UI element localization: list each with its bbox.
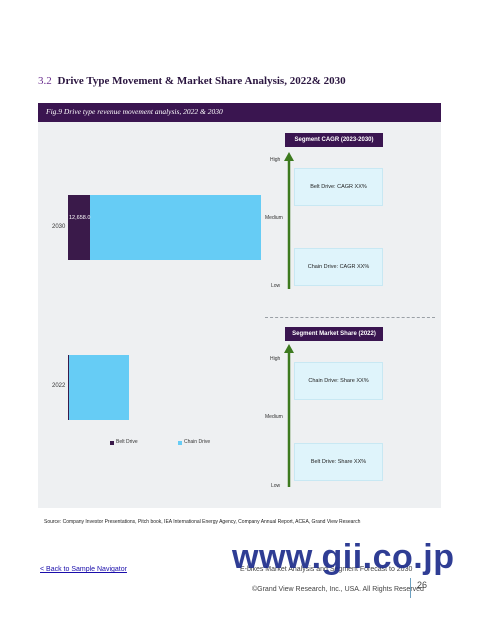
- cagr-header: Segment CAGR (2023-2030): [285, 133, 383, 147]
- legend-label-chain: Chain Drive: [184, 439, 211, 445]
- bar-chain-2022: [69, 355, 130, 420]
- bar-belt-2022: [68, 355, 70, 420]
- y-label-2022: 2022: [52, 383, 66, 389]
- legend-label-belt: Belt Drive: [116, 439, 138, 445]
- share-item-belt: Belt Drive: Share XX%: [294, 443, 383, 481]
- figure-caption-bar: Fig.9 Drive type revenue movement analys…: [38, 103, 441, 122]
- share-level-medium: Medium: [265, 414, 283, 420]
- panel-divider: [265, 317, 435, 318]
- share-level-high: High: [270, 356, 281, 362]
- back-to-navigator-link[interactable]: < Back to Sample Navigator: [40, 566, 127, 573]
- legend-swatch-chain: [178, 441, 182, 445]
- share-arrow: [284, 344, 294, 487]
- legend-swatch-belt: [110, 441, 114, 445]
- figure-caption: Fig.9 Drive type revenue movement analys…: [46, 107, 223, 116]
- cagr-arrow: [284, 152, 294, 289]
- section-title-text: Drive Type Movement & Market Share Analy…: [57, 75, 346, 87]
- cagr-level-medium: Medium: [265, 215, 283, 221]
- cagr-level-low: Low: [271, 283, 281, 289]
- bar-chain-2030: [89, 195, 261, 260]
- page-number: 26: [417, 580, 428, 590]
- cagr-item-belt: Belt Drive: CAGR XX%: [294, 168, 383, 206]
- data-label-belt-2030: 12,658.0: [69, 215, 91, 221]
- footer-report-title: E-bikes Market Analysis and Segment Fore…: [240, 566, 413, 573]
- cagr-item-chain: Chain Drive: CAGR XX%: [294, 248, 383, 286]
- footer-copyright: ©Grand View Research, Inc., USA. All Rig…: [252, 586, 424, 593]
- share-level-low: Low: [271, 483, 281, 489]
- cagr-level-high: High: [270, 157, 281, 163]
- share-header: Segment Market Share (2022): [285, 327, 383, 341]
- footer-divider: [410, 578, 411, 598]
- source-note: Source: Company Investor Presentations, …: [44, 519, 361, 525]
- y-label-2030: 2030: [52, 224, 66, 230]
- section-title: 3.2 Drive Type Movement & Market Share A…: [38, 75, 346, 87]
- bar-belt-2030: [68, 195, 90, 260]
- share-item-chain: Chain Drive: Share XX%: [294, 362, 383, 400]
- section-number: 3.2: [38, 75, 52, 87]
- watermark: www.gii.co.jp: [232, 538, 455, 576]
